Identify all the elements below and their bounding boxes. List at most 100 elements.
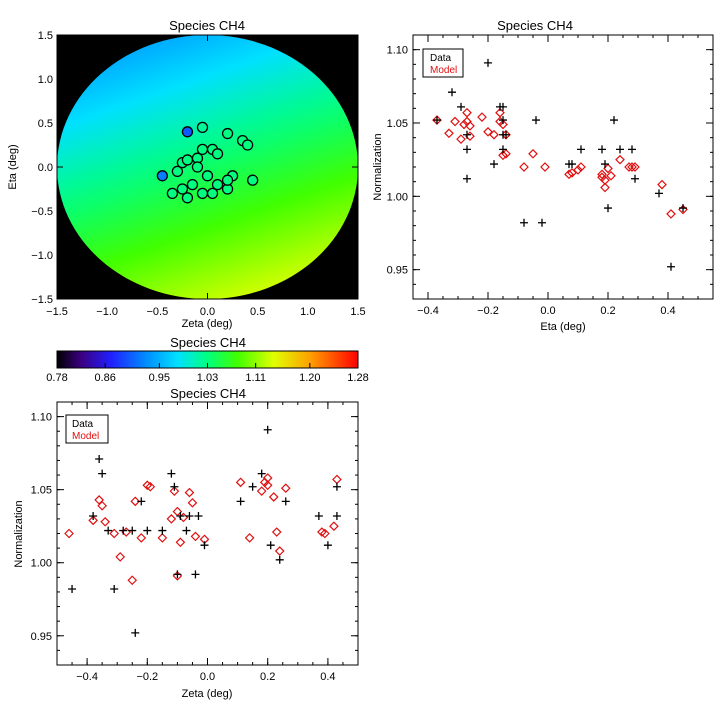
- map-point: [196, 187, 209, 200]
- colorbar-panel: Species CH4 0.78 0.86 0.95 1.03 1.11 1.20 1.28: [46, 335, 368, 384]
- zeta-model-point: [187, 497, 198, 508]
- zeta-model-point: [175, 537, 186, 548]
- eta-model-point: [606, 170, 616, 181]
- colorbar-tick-label: 1.11: [245, 372, 266, 384]
- eta-xtick-label: −0.2: [477, 305, 499, 317]
- zeta-data-point: [89, 511, 98, 520]
- eta-data-point: [655, 189, 663, 198]
- zeta-legend: Data Model: [65, 414, 109, 444]
- map-field: [57, 35, 358, 299]
- map-point: [201, 170, 214, 182]
- zeta-frame: [56, 401, 359, 666]
- zeta-data-point: [236, 497, 245, 506]
- eta-data-point: [610, 116, 618, 125]
- zeta-data-point: [263, 425, 272, 434]
- map-point: [206, 187, 219, 200]
- eta-data-point: [502, 130, 510, 139]
- zeta-model-point: [157, 533, 168, 543]
- zeta-data-point: [332, 482, 341, 491]
- eta-data-point: [667, 262, 675, 271]
- zeta-model-point: [184, 487, 195, 498]
- eta-model-point: [465, 121, 475, 131]
- eta-data-point: [463, 145, 471, 154]
- map-xtick-label: −1.0: [96, 306, 118, 318]
- eta-model-point: [630, 162, 640, 172]
- map-ytick-label: 1.0: [38, 74, 53, 86]
- zeta-data-point: [281, 497, 290, 506]
- map-points: [156, 121, 259, 204]
- map-point: [191, 161, 204, 173]
- map-xtick-label: 1.5: [350, 306, 365, 318]
- eta-axes: −0.4 −0.2 0.0 0.2 0.4 0.95 1.00 1.05 1.10: [387, 34, 714, 317]
- map-point: [186, 178, 199, 191]
- eta-ytick-label: 0.95: [387, 265, 408, 277]
- zeta-model-point: [317, 527, 327, 537]
- zeta-model-point: [64, 528, 74, 539]
- map-point: [166, 187, 179, 200]
- map-point: [241, 139, 254, 151]
- eta-data-point: [679, 204, 687, 213]
- eta-data-point: [628, 145, 636, 154]
- zeta-legend-data: Data: [72, 419, 94, 430]
- eta-data-point: [568, 160, 576, 169]
- eta-model-point: [483, 126, 493, 137]
- eta-xtick-label: 0.0: [540, 305, 555, 317]
- zeta-data-point: [182, 526, 191, 535]
- eta-data-point: [631, 174, 639, 183]
- zeta-data-point: [194, 511, 203, 520]
- map-point: [181, 126, 194, 138]
- eta-model-point: [444, 128, 454, 139]
- zeta-model-point: [109, 528, 120, 539]
- zeta-data-point: [158, 526, 167, 535]
- zeta-model-point: [262, 480, 273, 491]
- eta-data-point: [499, 102, 507, 111]
- eta-data-point: [520, 218, 528, 227]
- map-point: [221, 174, 234, 186]
- eta-model-point: [567, 168, 577, 178]
- map-point: [196, 143, 209, 156]
- zeta-xlabel: Zeta (deg): [182, 688, 233, 700]
- zeta-data-point: [191, 570, 200, 579]
- zeta-data-point: [68, 585, 77, 594]
- zeta-model-point: [244, 533, 255, 543]
- zeta-data-point: [257, 469, 266, 478]
- map-field-disc: [57, 35, 358, 299]
- zeta-data-point: [143, 526, 152, 535]
- zeta-data-point: [185, 511, 194, 520]
- colorbar-tick-label: 0.86: [94, 372, 115, 384]
- map-ytick-label: −0.5: [31, 206, 53, 218]
- zeta-model-point: [100, 516, 111, 527]
- zeta-model-point: [145, 481, 156, 492]
- zeta-data-point: [200, 541, 209, 550]
- zeta-legend-model: Model: [72, 431, 99, 442]
- map-point: [181, 192, 194, 204]
- eta-model-point: [564, 169, 574, 180]
- zeta-model-point: [329, 521, 339, 532]
- map-ytick-label: −1.0: [31, 250, 53, 262]
- colorbar-tick-label: 1.20: [299, 372, 320, 384]
- eta-xtick-label: 0.4: [660, 305, 675, 317]
- zeta-data-point: [266, 541, 275, 550]
- eta-model-point: [576, 162, 586, 172]
- zeta-xtick-label: −0.4: [76, 671, 98, 683]
- map-ytick-label: −1.5: [31, 294, 53, 306]
- eta-model-point: [489, 129, 499, 140]
- zeta-model-point: [166, 514, 177, 524]
- zeta-model-point: [274, 546, 285, 556]
- zeta-xtick-label: 0.4: [320, 671, 335, 683]
- colorbar-tick-label: 1.03: [197, 372, 218, 384]
- map-point: [171, 165, 184, 178]
- eta-model-point: [627, 162, 637, 172]
- colorbar-tick-label: 0.95: [149, 372, 170, 384]
- map-ytick-label: 0.0: [38, 162, 53, 174]
- colorbar-title: Species CH4: [170, 335, 246, 350]
- eta-frame: [412, 34, 714, 300]
- eta-model-point: [450, 116, 460, 127]
- zeta-ytick-label: 0.95: [31, 631, 52, 643]
- eta-model-point: [597, 169, 607, 180]
- map-point: [221, 127, 234, 140]
- eta-data-point: [490, 160, 498, 169]
- zeta-data-point: [104, 526, 113, 535]
- map-ylabel: Eta (deg): [7, 144, 19, 189]
- map-point: [211, 178, 224, 191]
